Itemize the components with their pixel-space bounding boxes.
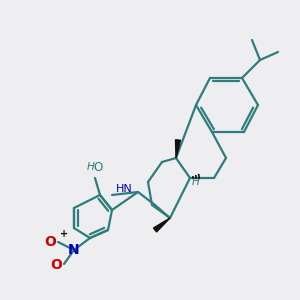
Text: H: H bbox=[192, 177, 200, 187]
Text: O: O bbox=[93, 161, 103, 174]
Text: O: O bbox=[44, 235, 56, 249]
Text: N: N bbox=[68, 243, 80, 257]
Text: +: + bbox=[60, 229, 68, 239]
Text: H: H bbox=[87, 162, 95, 172]
Text: O: O bbox=[50, 258, 62, 272]
Polygon shape bbox=[153, 218, 170, 232]
Text: HN: HN bbox=[116, 184, 133, 194]
Polygon shape bbox=[176, 140, 181, 158]
